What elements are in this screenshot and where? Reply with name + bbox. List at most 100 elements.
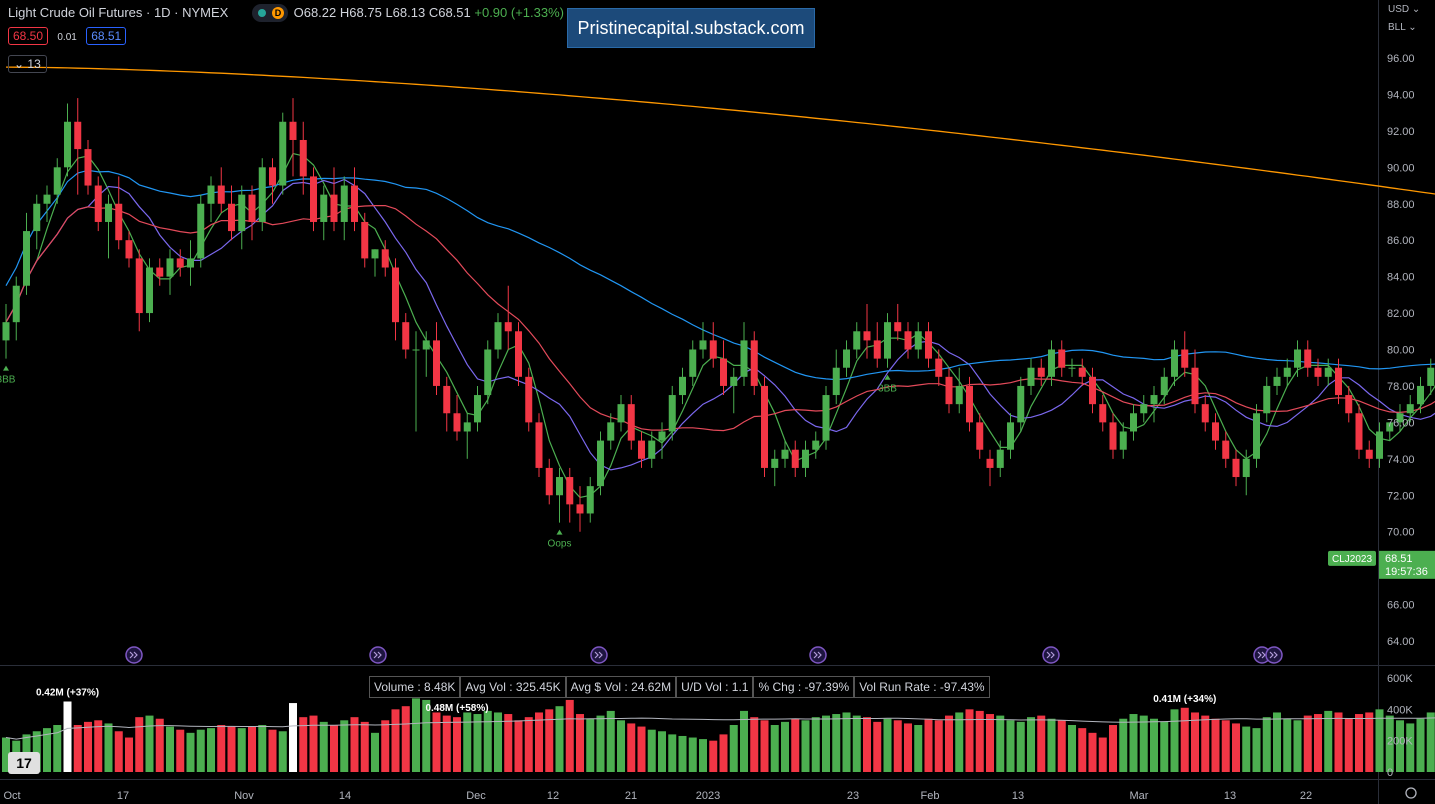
event-marker-icon <box>125 646 143 664</box>
volume-bar <box>217 725 226 772</box>
volume-bar <box>658 731 666 772</box>
volume-bar <box>1037 715 1046 772</box>
volume-bar <box>401 706 410 772</box>
candle-body <box>1324 367 1332 377</box>
volume-bar <box>893 720 902 772</box>
candle-body <box>412 349 420 351</box>
ma-fast-line <box>5 152 1435 499</box>
candle-body <box>658 431 666 441</box>
stat-avg-vol: Avg Vol : 325.45K <box>460 676 566 698</box>
volume-bar <box>1293 720 1302 772</box>
candle-body <box>986 458 994 468</box>
candle-body <box>1048 349 1055 377</box>
volume-bar <box>565 699 574 772</box>
moving-averages <box>5 66 1435 499</box>
volume-bar <box>1139 715 1148 772</box>
candle-body <box>1058 349 1066 368</box>
candle-body <box>699 340 707 350</box>
candle-body <box>238 194 246 232</box>
volume-bar <box>1057 720 1066 772</box>
candle-body <box>23 231 30 286</box>
volume-tick-label: 200K <box>1387 736 1413 748</box>
currency-selector[interactable]: USD ⌄ <box>1388 4 1421 15</box>
time-tick-label: Mar <box>1130 790 1149 802</box>
candle-body <box>863 331 871 341</box>
volume-bar <box>1426 712 1435 772</box>
candle-body <box>504 322 512 332</box>
ohlc-low: L68.13 <box>385 5 426 20</box>
volume-bar <box>227 726 236 772</box>
volume-bar <box>914 725 923 772</box>
volume-bar <box>1078 728 1087 772</box>
candle-body <box>812 440 820 450</box>
candle-body <box>996 449 1004 468</box>
candle-body <box>1068 367 1076 369</box>
candle-body <box>1335 367 1342 396</box>
candle-body <box>1089 376 1096 405</box>
volume-bar <box>94 720 103 772</box>
volume-bar <box>104 723 113 772</box>
price-tick-label: 84.00 <box>1387 272 1415 284</box>
candle-body <box>443 385 451 414</box>
candle-body <box>832 367 840 396</box>
tradingview-logo-icon[interactable]: 17 <box>8 752 40 774</box>
volume-bar <box>1385 715 1394 772</box>
candle-body <box>197 203 205 259</box>
volume-bar <box>319 721 328 772</box>
price-tick-label: 78.00 <box>1387 381 1415 393</box>
volume-bar <box>596 715 605 772</box>
candle-body <box>1355 413 1363 450</box>
candle-body <box>761 385 768 468</box>
volume-bar <box>207 728 215 772</box>
ma-red-line <box>5 205 1435 432</box>
ask-price-button[interactable]: 68.51 <box>86 27 127 45</box>
indicators-count: 13 <box>27 57 41 71</box>
volume-bar <box>873 721 882 772</box>
candle-body <box>217 185 225 204</box>
volume-bar <box>832 714 841 772</box>
ma-purple-line <box>5 178 1435 471</box>
candle-body <box>586 486 594 514</box>
volume-bar <box>330 725 338 772</box>
candle-body <box>1130 413 1137 432</box>
event-marker-glyph <box>129 651 138 659</box>
symbol-title[interactable]: Light Crude Oil Futures · 1D · NYMEX <box>8 5 229 20</box>
countdown-label: 19:57:36 <box>1385 566 1428 578</box>
candle-body <box>730 376 738 386</box>
volume-bar <box>43 728 51 772</box>
volume-bar <box>1027 717 1035 772</box>
market-status-pill[interactable]: D <box>252 4 288 22</box>
volume-bar <box>186 732 195 772</box>
volume-bar <box>1047 718 1056 772</box>
indicators-toggle-button[interactable]: ⌄ 13 <box>8 55 47 73</box>
candle-body <box>351 185 358 222</box>
delayed-icon: D <box>272 7 284 19</box>
volume-bar <box>524 717 533 772</box>
volume-bar <box>1375 709 1384 772</box>
volume-bar <box>1016 721 1025 772</box>
candle-body <box>53 167 61 195</box>
candle-body <box>1314 367 1322 377</box>
last-price-bg <box>1379 550 1435 579</box>
candle-body <box>258 167 266 222</box>
volume-bar <box>278 731 287 772</box>
volume-tick-label: 600K <box>1387 673 1413 685</box>
candle-body <box>740 340 748 377</box>
volume-bars <box>2 698 1435 772</box>
candle-body <box>515 331 522 377</box>
stat-volume: Volume : 8.48K <box>369 676 461 698</box>
event-marker-icon <box>1265 646 1283 664</box>
time-tick-label: Nov <box>234 790 254 802</box>
bid-price-button[interactable]: 68.50 <box>8 27 49 45</box>
volume-bar <box>996 715 1005 772</box>
unit-selector[interactable]: BLL ⌄ <box>1388 22 1417 33</box>
volume-bar <box>248 726 256 772</box>
volume-stats-panel: Volume : 8.48K Avg Vol : 325.45K Avg $ Vol… <box>369 676 990 698</box>
volume-bar <box>668 734 677 772</box>
price-tick-label: 72.00 <box>1387 490 1415 502</box>
volume-bar <box>760 720 769 772</box>
volume-bar <box>986 714 994 772</box>
candle-body <box>1417 385 1424 405</box>
candle-body <box>94 185 102 222</box>
